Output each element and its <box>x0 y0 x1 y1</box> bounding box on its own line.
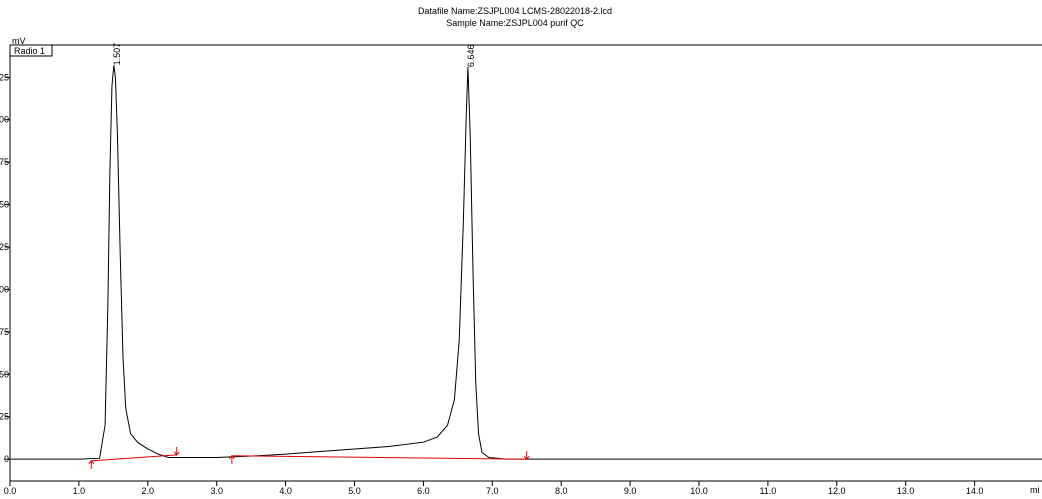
x-tick-label: 2.0 <box>142 486 155 496</box>
x-tick-label: 7.0 <box>486 486 499 496</box>
chart-subtitle: Sample Name:ZSJPL004 purif QC <box>446 18 584 28</box>
y-tick-label: 100 <box>0 284 9 294</box>
annotation: Radio 1 <box>14 46 45 56</box>
y-tick-label: 150 <box>0 200 9 210</box>
y-tick-label: 25 <box>0 412 9 422</box>
y-axis-label: mV <box>12 36 26 46</box>
x-tick-label: 11.0 <box>759 486 776 496</box>
y-tick-label: 75 <box>0 327 9 337</box>
x-tick-label: 6.0 <box>417 486 430 496</box>
y-tick-label: 175 <box>0 157 9 167</box>
baseline-marker <box>523 451 530 460</box>
x-tick-label: 8.0 <box>555 486 568 496</box>
x-tick-label: 1.0 <box>73 486 86 496</box>
trace <box>91 454 527 462</box>
peak-label: 1.507 <box>112 43 122 66</box>
x-tick-label: 3.0 <box>210 486 223 496</box>
x-tick-label: 0.0 <box>4 486 17 496</box>
x-tick-label: 5.0 <box>348 486 361 496</box>
annotation-box <box>9 44 53 57</box>
y-tick-label: 0 <box>4 454 9 464</box>
y-tick-label: 225 <box>0 72 9 82</box>
y-tick-label: 50 <box>0 369 9 379</box>
peak-label: 6.646 <box>466 45 476 68</box>
y-tick-label: 125 <box>0 242 9 252</box>
x-tick-label: 14.0 <box>966 486 984 496</box>
x-tick-label: 9.0 <box>624 486 637 496</box>
baseline-marker <box>228 454 235 464</box>
baseline-marker <box>173 446 180 456</box>
baseline-marker <box>88 460 95 469</box>
chart-title: Datafile Name:ZSJPL004 LCMS-28022018-2.l… <box>418 6 612 16</box>
x-tick-label: 13.0 <box>897 486 915 496</box>
x-tick-label: 10.0 <box>690 486 708 496</box>
trace <box>10 65 1042 460</box>
y-tick-label: 200 <box>0 115 9 125</box>
x-axis-label: mi <box>1030 485 1040 495</box>
x-tick-label: 4.0 <box>279 486 292 496</box>
x-tick-label: 12.0 <box>828 486 846 496</box>
